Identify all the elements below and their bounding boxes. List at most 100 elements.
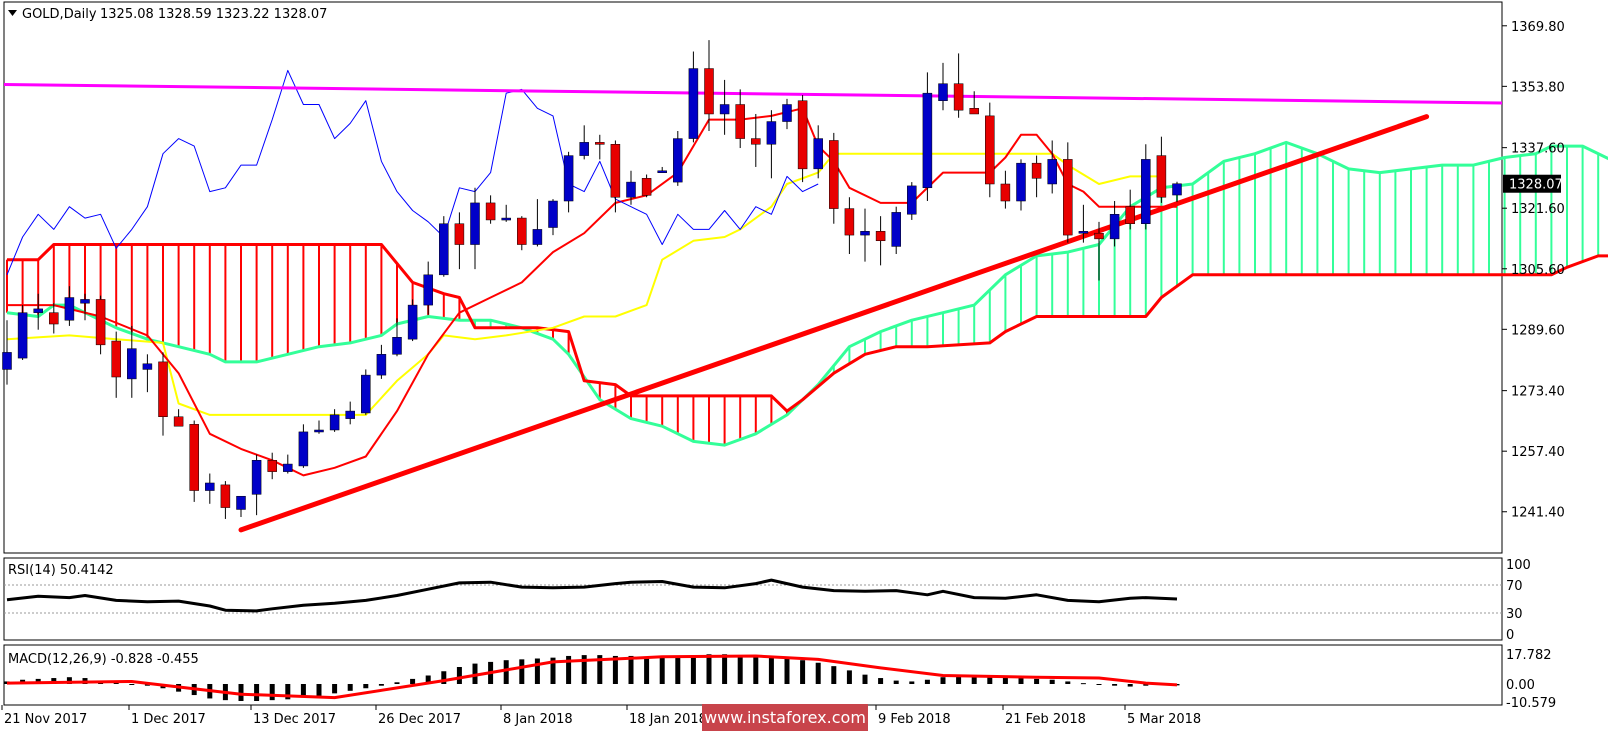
candle-bull <box>1016 162 1026 202</box>
macd-histogram-bar <box>566 655 572 684</box>
candle-bull <box>813 138 823 170</box>
macd-histogram-bar <box>254 684 260 701</box>
candle-bear <box>485 202 496 221</box>
candle-bear <box>1031 162 1042 179</box>
candle-bull <box>17 312 28 359</box>
macd-histogram-bar <box>675 655 681 684</box>
candle-bull <box>719 104 730 115</box>
macd-histogram-bar <box>987 676 993 684</box>
candle-bull <box>361 374 371 414</box>
macd-histogram-bar <box>815 662 821 684</box>
candle-bull <box>2 352 12 370</box>
macd-histogram-bar <box>410 678 416 684</box>
candle-bear <box>735 104 745 139</box>
rsi-indicator: 100 70 30 0 <box>4 558 1531 643</box>
candle-bull <box>579 142 589 156</box>
candle-bull <box>563 155 574 202</box>
macd-histogram-bar <box>503 660 509 684</box>
macd-histogram-bar <box>706 654 712 684</box>
candle-bull <box>688 68 699 139</box>
rsi-level-label: 70 <box>1506 579 1523 594</box>
rsi-line <box>6 578 1178 613</box>
macd-level-label: -10.579 <box>1506 696 1556 711</box>
candle-bull <box>501 217 511 221</box>
candle-bear <box>641 178 652 196</box>
macd-histogram-bar <box>269 684 275 701</box>
price-tick-label: 1257.40 <box>1511 445 1565 460</box>
price-tick-label: 1321.60 <box>1511 202 1565 217</box>
macd-histogram-bar <box>66 677 72 684</box>
macd-histogram-bar <box>722 654 728 684</box>
macd-histogram-bar <box>784 657 790 684</box>
candle-bear <box>158 361 168 417</box>
current-price-box <box>1503 174 1561 193</box>
date-tick-label: 21 Feb 2018 <box>1005 712 1086 727</box>
candle-bear <box>751 138 761 145</box>
macd-histogram-bar <box>550 657 556 684</box>
macd-histogram-bar <box>441 671 447 684</box>
macd-histogram-bar <box>456 667 462 684</box>
candle-bear <box>95 299 106 346</box>
date-tick-label: 1 Dec 2017 <box>131 712 206 727</box>
macd-histogram-bar <box>144 684 150 686</box>
macd-histogram-bar <box>285 684 291 700</box>
price-panel <box>3 1 1503 554</box>
macd-histogram-bar <box>862 674 868 684</box>
date-tick-label: 8 Jan 2018 <box>503 712 573 727</box>
candle-bull <box>142 363 153 370</box>
date-tick-label: 13 Dec 2017 <box>253 712 336 727</box>
macd-histogram-bar <box>846 670 852 684</box>
chikou-span-line <box>6 69 819 275</box>
candle-bull <box>1172 183 1182 196</box>
candle-bull <box>236 495 246 510</box>
candle-bull <box>938 83 948 101</box>
macd-histogram-bar <box>690 655 696 684</box>
macd-histogram-bar <box>1034 678 1040 684</box>
macd-histogram-bar <box>753 655 759 684</box>
macd-histogram-bar <box>1018 678 1024 684</box>
candle-bull <box>626 181 636 198</box>
macd-histogram-bar <box>425 675 431 684</box>
candle-bear <box>1125 206 1135 224</box>
candle-bull <box>1047 159 1057 185</box>
candle-bull <box>470 202 480 245</box>
macd-histogram-bar <box>597 655 603 684</box>
senkou-span-b-line <box>7 243 1608 413</box>
candle-bull <box>283 463 293 472</box>
price-tick-label: 1273.40 <box>1511 385 1565 400</box>
macd-histogram-bar <box>612 655 618 684</box>
macd-histogram-bar <box>129 684 135 685</box>
candle-bear <box>797 100 808 170</box>
candle-bear <box>1094 232 1104 240</box>
macd-histogram-bar <box>1080 683 1086 685</box>
candle-bull <box>922 92 933 189</box>
candle-bear <box>189 424 199 491</box>
price-tick-label: 1241.40 <box>1511 506 1565 521</box>
triangle-down-icon[interactable] <box>8 10 17 16</box>
candle-bear <box>220 484 231 508</box>
rsi-label: RSI(14) 50.4142 <box>8 563 114 578</box>
price-tick-label: 1353.80 <box>1511 80 1565 95</box>
candle-bull <box>80 299 90 304</box>
candle-bull <box>548 200 558 228</box>
candle-bull <box>392 337 402 355</box>
candle-bull <box>345 410 355 419</box>
candle-bear <box>1063 159 1073 236</box>
rsi-panel <box>3 557 1503 641</box>
date-tick-label: 26 Dec 2017 <box>378 712 461 727</box>
macd-histogram-bar <box>332 684 338 694</box>
macd-indicator: 17.782 0.00 -10.579 <box>4 648 1556 711</box>
candle-bull <box>251 460 262 495</box>
trend-line <box>238 114 1430 533</box>
candle-bull <box>329 414 340 431</box>
candle-bear <box>49 312 59 325</box>
macd-histogram-bar <box>1127 684 1133 687</box>
candle-bear <box>985 115 995 185</box>
candle-bear <box>1000 183 1011 202</box>
macd-histogram-bar <box>378 684 384 686</box>
macd-histogram-bar <box>800 660 806 684</box>
candle-bull <box>860 231 870 236</box>
date-axis: 21 Nov 2017 1 Dec 2017 13 Dec 2017 26 Dec 2… <box>1 705 1201 727</box>
current-price-label: 1328.07 <box>1509 178 1563 193</box>
